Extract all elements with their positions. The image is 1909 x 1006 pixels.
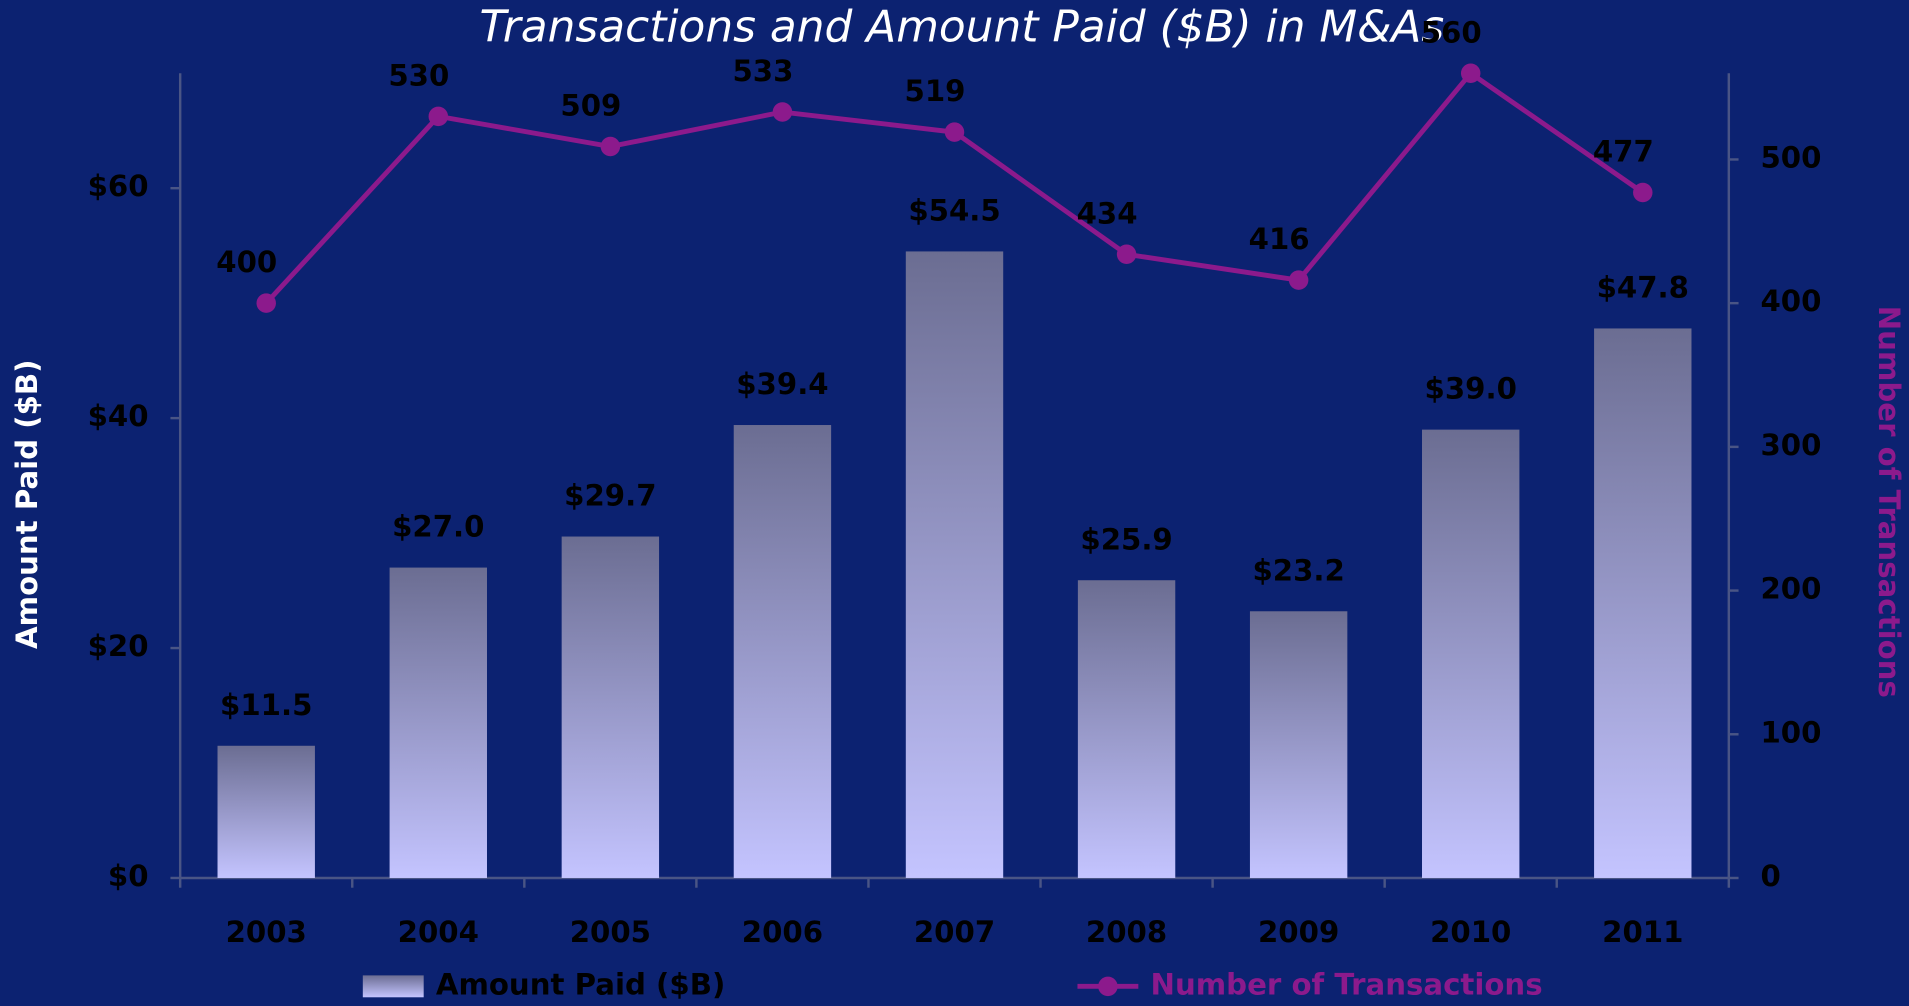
x-tick-label: 2004 <box>398 915 479 949</box>
y-tick-label: $40 <box>88 399 149 433</box>
data-label: 530 <box>388 58 449 92</box>
data-label: $29.7 <box>564 479 656 513</box>
bar <box>1077 580 1176 878</box>
point <box>428 106 449 127</box>
y-tick-label: $20 <box>88 629 149 663</box>
y2-axis-label: Number of Transactions <box>1872 306 1906 698</box>
bar <box>217 745 315 878</box>
data-label: $39.4 <box>736 367 828 401</box>
x-tick-label: 2011 <box>1602 915 1683 949</box>
bar <box>389 567 487 878</box>
chart-title: Transactions and Amount Paid ($B) in M&A… <box>479 1 1444 52</box>
data-label: $27.0 <box>392 510 484 544</box>
point <box>944 122 965 142</box>
data-label: 560 <box>1421 15 1482 49</box>
data-label: $54.5 <box>908 193 1000 227</box>
bar <box>561 536 660 878</box>
point <box>256 293 276 313</box>
point <box>1460 63 1481 83</box>
y2-tick-label: 100 <box>1760 715 1821 749</box>
point <box>772 102 793 122</box>
data-label: $47.8 <box>1597 270 1689 304</box>
legend-label: Amount Paid ($B) <box>436 967 725 1001</box>
x-tick-label: 2003 <box>226 915 307 949</box>
data-label: 509 <box>560 89 621 123</box>
point <box>1116 244 1137 265</box>
y2-tick-label: 500 <box>1760 140 1821 174</box>
bar <box>1594 328 1692 878</box>
point <box>1633 182 1653 203</box>
data-label: 434 <box>1077 196 1138 230</box>
data-label: 533 <box>732 54 793 88</box>
bar <box>1249 611 1348 878</box>
bar <box>733 425 832 878</box>
x-tick-label: 2010 <box>1430 915 1511 949</box>
x-tick-label: 2007 <box>914 915 995 949</box>
y2-tick-label: 0 <box>1760 859 1780 893</box>
y-axis-label: Amount Paid ($B) <box>10 359 44 648</box>
point <box>1288 270 1309 290</box>
bar <box>1422 429 1520 878</box>
legend-swatch <box>1098 976 1118 997</box>
y-tick-label: $60 <box>88 169 149 203</box>
x-tick-label: 2005 <box>570 915 651 949</box>
y2-tick-label: 300 <box>1760 428 1821 462</box>
x-tick-label: 2009 <box>1258 915 1339 949</box>
data-label: 477 <box>1593 135 1654 169</box>
x-tick-label: 2008 <box>1086 915 1167 949</box>
y2-tick-label: 200 <box>1760 572 1821 606</box>
y-tick-label: $0 <box>108 859 149 893</box>
data-label: $25.9 <box>1080 522 1172 556</box>
data-label: $11.5 <box>220 688 312 722</box>
data-label: 416 <box>1249 222 1310 256</box>
point <box>600 136 621 157</box>
data-label: $39.0 <box>1425 372 1517 406</box>
legend-swatch <box>362 975 424 998</box>
data-label: 400 <box>216 245 277 279</box>
data-label: $23.2 <box>1252 553 1344 587</box>
legend-label: Number of Transactions <box>1151 967 1543 1001</box>
x-tick-label: 2006 <box>742 915 823 949</box>
y2-tick-label: 400 <box>1760 284 1821 318</box>
bar <box>905 251 1004 878</box>
data-label: 519 <box>905 74 966 108</box>
